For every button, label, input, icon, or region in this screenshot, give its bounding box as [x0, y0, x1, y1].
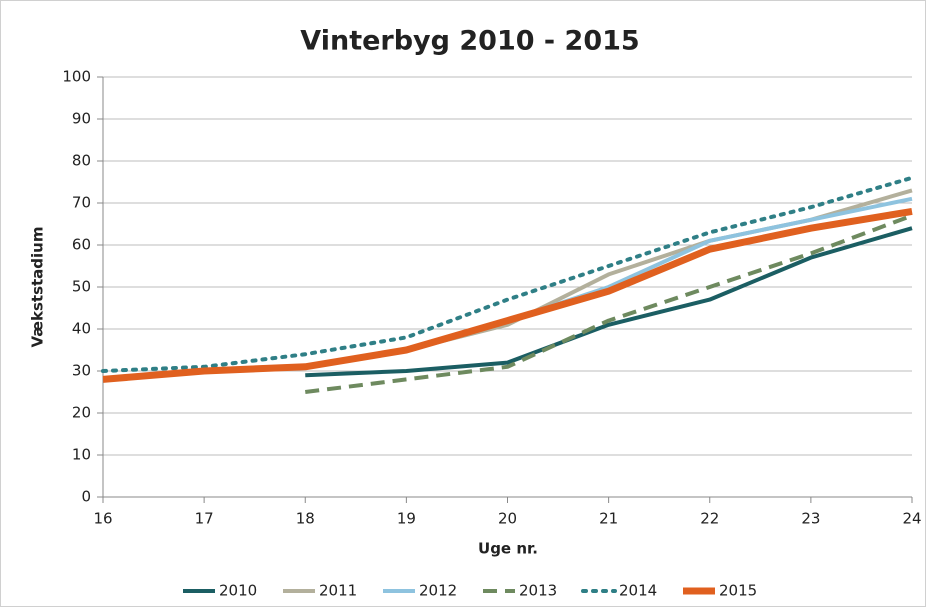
y-tick-label: 10	[72, 446, 91, 464]
y-tick-label: 80	[72, 152, 91, 170]
y-tick-label: 50	[72, 278, 91, 296]
x-tick-label: 19	[397, 510, 416, 528]
x-tick-label: 23	[801, 510, 820, 528]
legend-label: 2011	[319, 582, 357, 600]
y-tick-label: 0	[81, 488, 91, 506]
legend-label: 2010	[219, 582, 257, 600]
y-axis-label: Vækststadium	[29, 227, 47, 348]
x-tick-label: 20	[498, 510, 517, 528]
series-line	[305, 226, 913, 378]
legend-label: 2014	[619, 582, 657, 600]
y-tick-label: 100	[62, 68, 91, 86]
legend-label: 2015	[719, 582, 757, 600]
x-tick-label: 24	[902, 510, 921, 528]
y-tick-label: 40	[72, 320, 91, 338]
x-tick-label: 16	[93, 510, 112, 528]
chart-title: Vinterbyg 2010 - 2015	[300, 26, 639, 57]
series-line	[101, 175, 914, 373]
x-tick-label: 17	[195, 510, 214, 528]
series-line	[102, 207, 913, 383]
y-tick-label: 90	[72, 110, 91, 128]
series-line	[305, 213, 913, 394]
legend-label: 2012	[419, 582, 457, 600]
x-tick-label: 22	[700, 510, 719, 528]
y-tick-label: 60	[72, 236, 91, 254]
y-tick-label: 20	[72, 404, 91, 422]
legend-label: 2013	[519, 582, 557, 600]
y-tick-label: 70	[72, 194, 91, 212]
x-tick-label: 21	[599, 510, 618, 528]
x-axis-label: Uge nr.	[478, 540, 538, 558]
y-tick-label: 30	[72, 362, 91, 380]
x-tick-label: 18	[296, 510, 315, 528]
